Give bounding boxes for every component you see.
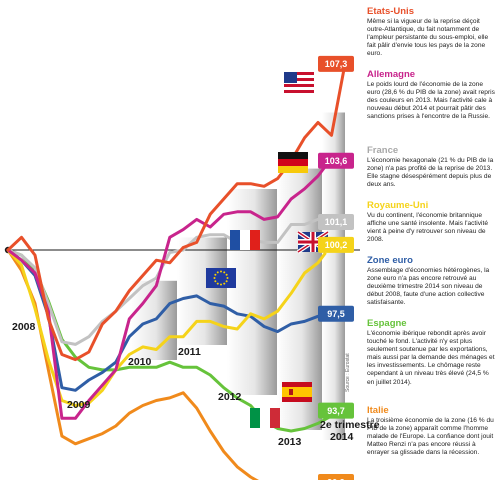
note-text: La troisième économie de la zone (16 % d…	[367, 417, 494, 457]
year-label-0: 2008	[12, 321, 36, 333]
note-title: Royaume-Uni	[367, 200, 429, 211]
note-title: Espagne	[367, 318, 407, 329]
end-value-text: 100,2	[325, 240, 348, 250]
end-value-text: 97,5	[327, 309, 345, 319]
note-title: France	[367, 145, 399, 156]
end-value-etats-unis: 107,3	[318, 55, 354, 72]
note-text: L'économie ibérique rebondit après avoir…	[367, 330, 495, 386]
end-value-royaume-uni: 100,2	[318, 236, 354, 253]
italy-flag-icon	[250, 408, 280, 428]
note-title: Etats-Unis	[367, 6, 414, 17]
year-label-1: 2009	[67, 399, 91, 411]
note-text: Vu du continent, l'économie britannique …	[367, 212, 488, 244]
note-title: Zone euro	[367, 255, 413, 266]
series-line-italie	[6, 248, 347, 485]
end-value-text: 103,6	[325, 156, 348, 166]
note-germany: Allemagne Le poids lourd de l'économie d…	[367, 69, 495, 121]
year-band-2	[177, 237, 227, 345]
end-value-text: 101,1	[325, 217, 348, 227]
note-text: Même si la vigueur de la reprise déçoit …	[367, 18, 489, 58]
end-value-box	[318, 213, 354, 230]
country-flags	[206, 72, 330, 428]
end-value-box	[318, 236, 354, 253]
end-value-espagne: 93,7	[318, 402, 354, 419]
end-value-text: 93,7	[327, 406, 345, 416]
year-label-3: 2011	[178, 346, 201, 358]
series-line-royaume-uni	[6, 243, 347, 407]
series-line-zone-euro	[6, 248, 347, 392]
end-value-france: 101,1	[318, 213, 354, 230]
note-text: Le poids lourd de l'économie de la zone …	[367, 81, 495, 121]
year-band-5	[322, 112, 345, 440]
year-label-6: 2e trimestre 2014	[320, 419, 380, 443]
end-value-box	[318, 152, 354, 169]
note-italy: Italie La troisième économie de la zone …	[367, 405, 495, 457]
source-credit: Source : Eurostat	[345, 353, 351, 392]
end-value-box	[318, 305, 354, 322]
year-label-5: 2013	[278, 436, 302, 448]
usa-flag-icon	[284, 72, 314, 93]
year-labels: 2008 2009 2010 2011 2012 2013 2e trimestre 2014	[12, 321, 380, 448]
series-line-france	[6, 217, 347, 346]
series-line-allemagne	[6, 156, 347, 420]
note-france: France L'économie hexagonale (21 % du PI…	[367, 145, 495, 189]
year-band-3	[227, 189, 277, 395]
note-title: Allemagne	[367, 69, 416, 80]
note-spain: Espagne L'économie ibérique rebondit apr…	[367, 318, 495, 387]
spain-flag-icon	[282, 382, 312, 402]
note-usa: Etats-Unis Même si la vigueur de la repr…	[367, 6, 495, 58]
end-value-allemagne: 103,6	[318, 152, 354, 169]
end-value-box	[318, 402, 354, 419]
end-value-labels: 107,3 103,6 101,1 100,2 97,5 93,7 90,9	[318, 55, 354, 485]
germany-flag-icon	[278, 152, 308, 173]
note-uk: Royaume-Uni Vu du continent, l'économie …	[367, 200, 495, 244]
note-eurozone: Zone euro Assemblage d'économies hétérog…	[367, 255, 495, 307]
end-value-text: 107,3	[325, 59, 348, 69]
france-flag-icon	[230, 230, 260, 250]
note-title: Italie	[367, 405, 389, 416]
year-label-4: 2012	[218, 391, 242, 403]
end-value-zone-euro: 97,5	[318, 305, 354, 322]
eu-flag-icon	[206, 268, 236, 288]
year-label-2: 2010	[128, 356, 152, 368]
note-text: Assemblage d'économies hétérogènes, la z…	[367, 267, 490, 307]
end-value-box	[318, 55, 354, 72]
end-value-italie: 90,9	[318, 474, 354, 485]
note-text: L'économie hexagonale (21 % du PIB de la…	[367, 157, 494, 189]
